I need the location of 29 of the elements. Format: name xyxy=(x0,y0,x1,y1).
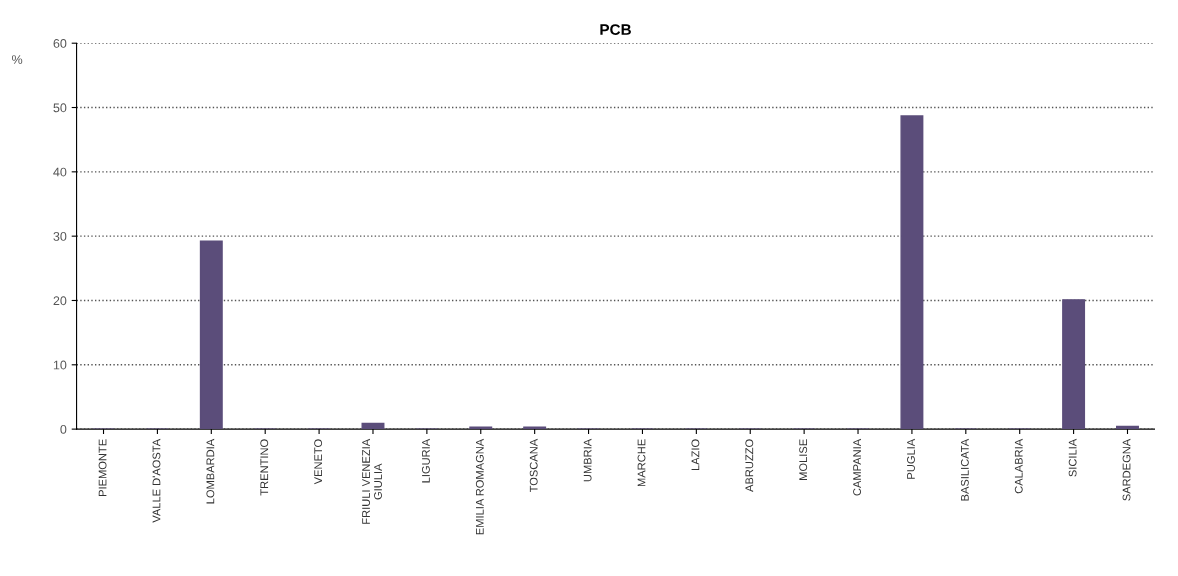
x-tick-label: BASILICATA xyxy=(960,438,969,501)
x-tick-label: CAMPANIA xyxy=(853,438,862,496)
x-tick-label: EMILIA ROMAGNA xyxy=(475,438,484,535)
x-tick-label: SICILIA xyxy=(1068,438,1077,477)
x-tick-label: PUGLIA xyxy=(907,438,915,479)
x-tick-label: LIGURIA xyxy=(421,438,430,483)
y-axis-title: % xyxy=(12,55,23,64)
y-tick-label: 10 xyxy=(53,360,67,370)
x-tick-label: LAZIO xyxy=(691,439,700,471)
x-tick-label: LOMBARDIA xyxy=(206,438,215,504)
y-tick-label: 30 xyxy=(53,231,67,241)
y-tick-label: 50 xyxy=(53,103,67,113)
chart-title: PCB xyxy=(600,24,631,36)
x-tick-label: SARDEGNA xyxy=(1122,438,1131,501)
x-tick-label: TOSCANA xyxy=(529,438,538,493)
x-tick-label: VALLE D'AOSTA xyxy=(152,438,161,523)
x-tick-label: TRENTINO xyxy=(260,439,269,496)
x-tick-label: MOLISE xyxy=(799,439,808,480)
y-tick-label: 20 xyxy=(53,296,67,306)
x-tick-label: FRIULI VENEZIA GIULIA xyxy=(362,438,382,524)
y-tick-label: 60 xyxy=(53,39,67,48)
x-tick-label: ABRUZZO xyxy=(745,439,754,492)
x-tick-label: CALABRIA xyxy=(1014,438,1023,494)
x-tick-label: UMBRIA xyxy=(583,438,592,482)
x-tick-label: VENETO xyxy=(314,439,323,485)
x-tick-label: PIEMONTE xyxy=(98,439,107,496)
y-tick-label: 40 xyxy=(53,167,67,177)
y-tick-label: 0 xyxy=(60,424,67,434)
x-tick-label: MARCHE xyxy=(637,439,646,487)
